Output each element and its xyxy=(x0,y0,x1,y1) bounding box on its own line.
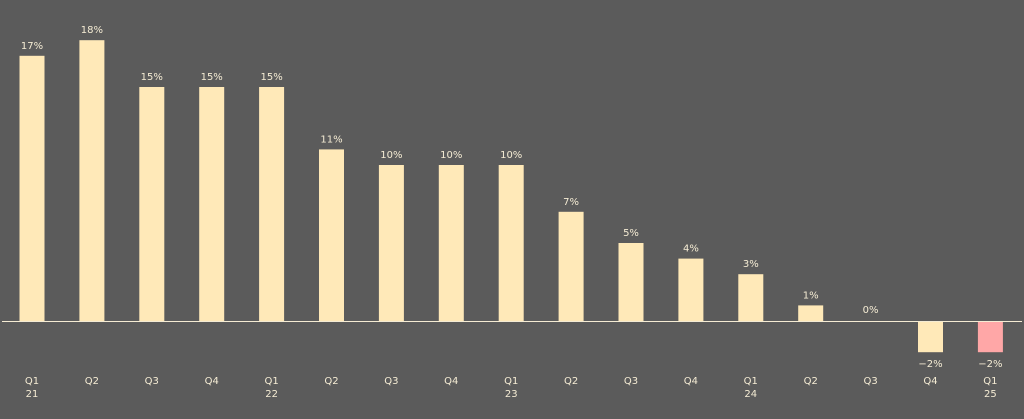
bars xyxy=(19,40,1003,353)
tick-label-quarter-4: Q4 xyxy=(205,376,219,387)
bar-17 xyxy=(977,321,1003,353)
data-label-17: −2% xyxy=(978,359,1002,370)
tick-label-quarter-7: Q3 xyxy=(384,376,398,387)
bar-9 xyxy=(498,165,524,321)
data-label-10: 7% xyxy=(563,197,579,208)
tick-label-quarter-16: Q4 xyxy=(923,376,937,387)
tick-label-quarter-2: Q2 xyxy=(85,376,99,387)
bar-16 xyxy=(918,321,943,353)
data-label-16: −2% xyxy=(918,359,942,370)
bar-8 xyxy=(438,165,464,321)
data-label-4: 15% xyxy=(201,72,223,83)
tick-label-quarter-10: Q2 xyxy=(564,376,578,387)
tick-label-year-17: 25 xyxy=(984,389,997,400)
data-label-2: 18% xyxy=(81,25,103,36)
data-label-8: 10% xyxy=(440,150,462,161)
x-axis-ticks: Q1 21 Q2 Q3 Q4 Q1 22 Q2 Q3 Q4 Q1 23 Q2 Q3 Q4 Q1 24 Q2 Q3 Q4… xyxy=(25,376,998,400)
bar-13 xyxy=(738,274,764,321)
tick-label-year-1: 21 xyxy=(26,389,39,400)
data-label-12: 4% xyxy=(683,244,699,255)
data-label-1: 17% xyxy=(21,41,43,52)
bar-5 xyxy=(259,87,285,321)
data-label-5: 15% xyxy=(260,72,282,83)
bar-4 xyxy=(199,87,225,321)
bar-11 xyxy=(618,243,644,321)
data-label-9: 10% xyxy=(500,150,522,161)
bar-7 xyxy=(378,165,404,321)
bar-14 xyxy=(798,305,824,321)
tick-label-quarter-15: Q3 xyxy=(863,376,877,387)
tick-label-quarter-6: Q2 xyxy=(324,376,338,387)
tick-label-quarter-5: Q1 xyxy=(264,376,278,387)
data-label-15: 0% xyxy=(863,305,879,316)
bar-1 xyxy=(19,55,45,322)
bar-2 xyxy=(79,40,105,321)
tick-label-quarter-9: Q1 xyxy=(504,376,518,387)
bar-10 xyxy=(558,211,584,321)
tick-label-quarter-11: Q3 xyxy=(624,376,638,387)
data-label-6: 11% xyxy=(320,134,342,145)
tick-label-year-5: 22 xyxy=(265,389,278,400)
tick-label-quarter-3: Q3 xyxy=(145,376,159,387)
tick-label-year-9: 23 xyxy=(505,389,518,400)
data-label-7: 10% xyxy=(380,150,402,161)
tick-label-quarter-1: Q1 xyxy=(25,376,39,387)
tick-label-quarter-8: Q4 xyxy=(444,376,458,387)
data-label-14: 1% xyxy=(803,290,819,301)
tick-label-quarter-13: Q1 xyxy=(744,376,758,387)
data-labels: 17% 18% 15% 15% 15% 11% 10% 10% 10% 7% 5% 4% 3% 1% 0% −… xyxy=(21,25,1003,370)
data-label-11: 5% xyxy=(623,228,639,239)
bar-12 xyxy=(678,258,704,321)
data-label-13: 3% xyxy=(743,259,759,270)
bar-6 xyxy=(319,149,344,321)
tick-label-year-13: 24 xyxy=(744,389,757,400)
data-label-3: 15% xyxy=(141,72,163,83)
tick-label-quarter-17: Q1 xyxy=(983,376,997,387)
bar-3 xyxy=(139,87,165,321)
tick-label-quarter-14: Q2 xyxy=(804,376,818,387)
tick-label-quarter-12: Q4 xyxy=(684,376,698,387)
